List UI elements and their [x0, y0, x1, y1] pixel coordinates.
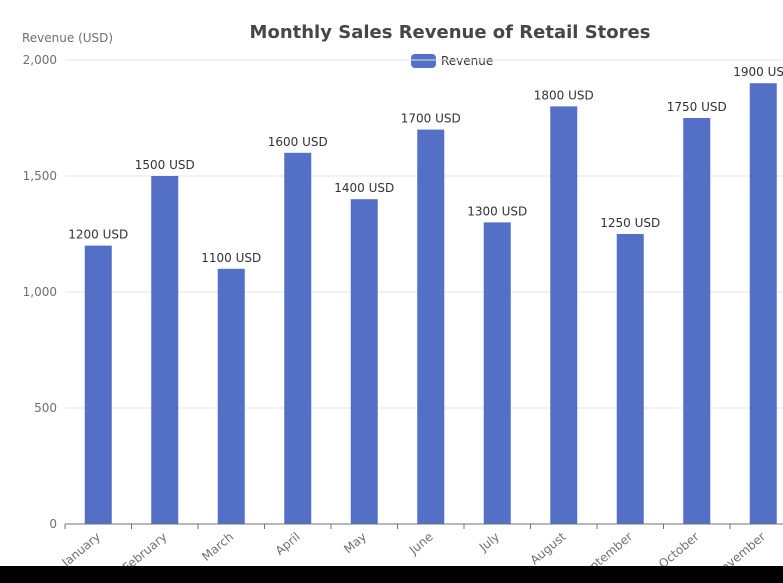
- x-tick-label: January: [59, 530, 104, 566]
- x-tick-label: October: [656, 530, 702, 566]
- chart-title: Monthly Sales Revenue of Retail Stores: [250, 22, 651, 43]
- data-labels: 1200 USD 1500 USD 1100 USD 1600 USD 1400 USD…: [68, 65, 783, 265]
- y-axis-ticks: 0 500 1,000 1,500 2,000: [23, 53, 57, 531]
- bar-june[interactable]: [417, 129, 445, 524]
- data-label: 1900 USD: [733, 65, 783, 79]
- chart-panel: Monthly Sales Revenue of Retail Stores R…: [0, 0, 783, 566]
- y-tick-label: 0: [49, 517, 57, 531]
- legend-label-revenue: Revenue: [441, 54, 493, 68]
- y-tick-label: 2,000: [23, 53, 57, 67]
- bar-august[interactable]: [550, 106, 578, 525]
- x-tick-label: April: [273, 530, 303, 558]
- x-tick-label: July: [476, 530, 502, 555]
- y-tick-label: 500: [34, 401, 57, 415]
- data-label: 1750 USD: [667, 100, 727, 114]
- data-label: 1600 USD: [268, 135, 328, 149]
- legend-swatch-revenue: [411, 54, 436, 68]
- data-label: 1500 USD: [135, 158, 195, 172]
- x-tick-label: May: [341, 530, 369, 557]
- bar-october[interactable]: [683, 118, 711, 524]
- x-tick-label: June: [406, 530, 436, 558]
- data-label: 1300 USD: [467, 204, 527, 218]
- data-label: 1200 USD: [68, 228, 128, 242]
- bar-chart: Monthly Sales Revenue of Retail Stores R…: [22, 22, 783, 566]
- x-tick-label: March: [199, 530, 236, 564]
- data-label: 1100 USD: [201, 251, 261, 265]
- bar-september[interactable]: [616, 234, 644, 524]
- y-axis-title: Revenue (USD): [22, 31, 113, 45]
- x-tick-label: August: [528, 529, 569, 566]
- data-label: 1700 USD: [401, 112, 461, 126]
- data-label: 1250 USD: [600, 216, 660, 230]
- bar-april[interactable]: [284, 152, 312, 525]
- x-tick-label: September: [575, 530, 635, 566]
- x-axis: January February March April May June July Augu…: [59, 523, 783, 566]
- legend[interactable]: Revenue: [411, 54, 493, 68]
- bar-march[interactable]: [217, 268, 245, 524]
- data-label: 1800 USD: [534, 88, 594, 102]
- data-label: 1400 USD: [334, 181, 394, 195]
- bars: [84, 83, 777, 525]
- bar-november[interactable]: [749, 83, 777, 524]
- x-tick-label: February: [120, 530, 170, 566]
- bar-january[interactable]: [84, 245, 112, 524]
- bar-july[interactable]: [483, 222, 511, 524]
- bar-february[interactable]: [151, 176, 179, 524]
- y-tick-label: 1,500: [23, 169, 57, 183]
- y-tick-label: 1,000: [23, 285, 57, 299]
- x-tick-label: November: [711, 530, 768, 566]
- bar-may[interactable]: [350, 199, 378, 524]
